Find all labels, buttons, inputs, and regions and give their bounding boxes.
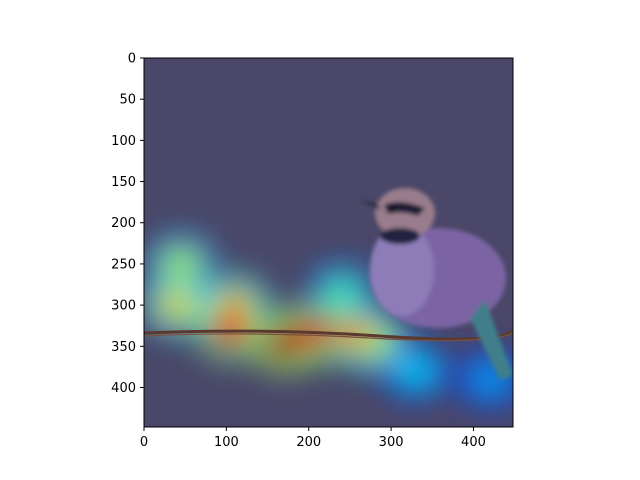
bird-head [375, 188, 435, 238]
heatmap-spot-core [320, 274, 364, 311]
y-tick-label: 50 [119, 93, 136, 108]
heatmap-spot-core [155, 286, 199, 324]
y-tick-label: 100 [111, 134, 136, 149]
bird-throat [380, 228, 420, 244]
x-tick-label: 100 [214, 435, 239, 450]
bird-mask [384, 202, 425, 216]
y-tick-label: 150 [111, 175, 136, 190]
bird-beak [360, 200, 380, 210]
heatmap-spot-core [262, 324, 306, 361]
y-tick-label: 350 [111, 340, 136, 355]
x-tick-label: 400 [461, 435, 486, 450]
x-tick-label: 200 [296, 435, 321, 450]
bird-eye [389, 205, 395, 211]
y-tick-label: 250 [111, 257, 136, 272]
bird-tail [470, 300, 513, 380]
heatmap-spot-core [159, 245, 203, 283]
y-axis: 0 50 100 150 200 250 300 350 400 [111, 52, 144, 396]
x-tick-label: 0 [140, 435, 148, 450]
bird-chest [370, 224, 434, 316]
y-tick-label: 0 [128, 52, 136, 67]
photo-content [144, 188, 513, 380]
plot-frame [143, 57, 514, 428]
heatmap-spot-core [394, 352, 438, 390]
bird [360, 188, 513, 380]
y-tick-label: 200 [111, 216, 136, 231]
y-tick-label: 400 [111, 381, 136, 396]
y-tick-label: 300 [111, 299, 136, 314]
x-axis: 0 100 200 300 400 [140, 427, 486, 450]
x-tick-label: 300 [379, 435, 404, 450]
plot-area [144, 58, 513, 427]
